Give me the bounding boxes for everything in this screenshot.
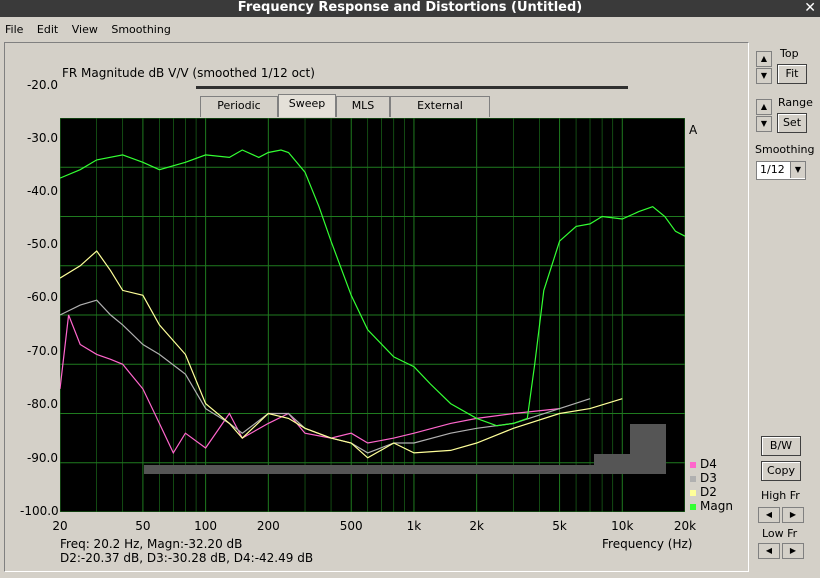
fit-button[interactable]: Fit [777,64,807,84]
range-label: Range [778,96,813,109]
menu-smoothing[interactable]: Smoothing [111,23,171,36]
high-fr-right-arrow-icon[interactable]: ▶ [782,507,804,523]
range-bar-step [630,424,666,454]
menu-view[interactable]: View [71,23,98,36]
top-label: Top [780,47,799,60]
x-tick-label: 50 [135,519,151,533]
y-tick-label: -80.0 [26,397,58,411]
marker-a: A [689,123,698,137]
smoothing-select[interactable]: 1/12 ▼ [756,161,806,180]
window-titlebar: Frequency Response and Distortions (Unti… [0,0,820,17]
tab-external-excitation[interactable]: External excitation [390,96,490,130]
y-tick-label: -20.0 [26,78,58,92]
chart-title: FR Magnitude dB V/V (smoothed 1/12 oct) [62,66,315,80]
top-down-arrow-icon[interactable]: ▼ [756,68,772,84]
y-tick-label: -100.0 [20,504,59,518]
menu-edit[interactable]: Edit [36,23,59,36]
range-up-arrow-icon[interactable]: ▲ [756,99,772,115]
legend-item-d3: D3 [690,471,717,485]
legend-item-d2: D2 [690,485,717,499]
x-tick-label: 2k [469,519,484,533]
high-fr-label: High Fr [761,489,800,502]
range-bar-step [594,454,666,465]
y-tick-label: -50.0 [26,237,58,251]
range-down-arrow-icon[interactable]: ▼ [756,116,772,132]
x-tick-label: 5k [552,519,567,533]
tab-periodic-noise[interactable]: Periodic Noise [200,96,278,130]
menu-bar: File Edit View Smoothing [0,19,820,41]
x-tick-label: 1k [406,519,422,533]
x-tick-label: 10k [611,519,634,533]
menu-file[interactable]: File [5,23,24,36]
legend-item-magn: Magn [690,499,733,513]
low-fr-left-arrow-icon[interactable]: ◀ [758,543,780,559]
legend-item-d4: D4 [690,457,717,471]
series-line-d4 [60,314,560,455]
overlay-strip [196,86,628,89]
close-icon[interactable]: ✕ [804,0,816,16]
low-fr-right-arrow-icon[interactable]: ▶ [782,543,804,559]
x-tick-label: 200 [256,519,280,533]
range-bar [144,465,666,474]
frequency-response-plot[interactable] [60,118,685,512]
y-tick-label: -30.0 [26,131,58,145]
series-line-d2 [60,250,623,459]
x-tick-label: 20k [673,519,697,533]
tab-sweep[interactable]: Sweep [278,94,336,117]
copy-button[interactable]: Copy [761,461,801,481]
y-tick-label: -90.0 [26,451,58,465]
window-title: Frequency Response and Distortions (Unti… [237,0,583,15]
x-axis-label: Frequency (Hz) [602,537,693,551]
bw-button[interactable]: B/W [761,436,801,456]
cursor-readout-freq: Freq: 20.2 Hz, Magn:-32.20 dB [60,537,243,551]
y-tick-label: -60.0 [26,290,58,304]
series-line-d3 [60,299,591,454]
tab-mls[interactable]: MLS [336,96,390,117]
smoothing-label: Smoothing [755,143,815,156]
top-up-arrow-icon[interactable]: ▲ [756,51,772,67]
y-tick-label: -40.0 [26,184,58,198]
set-button[interactable]: Set [777,113,807,133]
series-line-magn [60,149,685,427]
low-fr-label: Low Fr [762,527,798,540]
x-tick-label: 100 [194,519,218,533]
high-fr-left-arrow-icon[interactable]: ◀ [758,507,780,523]
cursor-readout-distortion: D2:-20.37 dB, D3:-30.28 dB, D4:-42.49 dB [60,551,314,565]
chart-panel [4,42,749,572]
chevron-down-icon[interactable]: ▼ [790,162,805,178]
x-tick-label: 500 [339,519,363,533]
smoothing-value: 1/12 [760,163,785,176]
x-tick-label: 20 [52,519,68,533]
y-tick-label: -70.0 [26,344,58,358]
